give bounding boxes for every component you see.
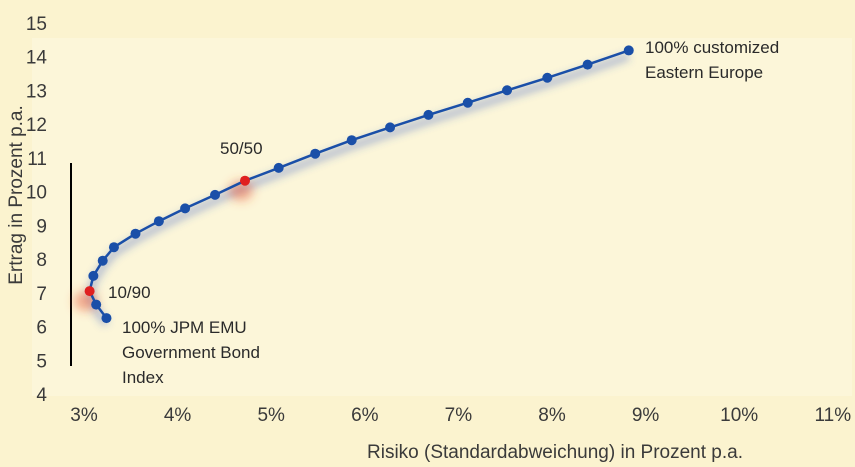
annotation-jpm-emu-line3: Index	[122, 368, 164, 387]
annotation-eastern-europe-line2: Eastern Europe	[645, 63, 763, 82]
y-tick-label: 7	[36, 284, 47, 305]
y-axis-ticks: 4 5 6 7 8 9 10 11 12 13 14 15	[26, 14, 48, 406]
data-point	[423, 109, 434, 120]
y-tick-label: 10	[26, 183, 47, 204]
y-tick-label: 4	[36, 385, 47, 406]
x-tick-label: 6%	[351, 405, 379, 426]
x-tick-label: 10%	[720, 405, 758, 426]
data-point	[153, 216, 164, 227]
x-tick-label: 8%	[538, 405, 566, 426]
x-tick-label: 7%	[445, 405, 473, 426]
label-10-90: 10/90	[108, 283, 151, 302]
x-tick-label: 11%	[814, 405, 851, 426]
annotation-jpm-emu-line2: Government Bond	[122, 343, 260, 362]
data-point	[108, 242, 119, 253]
y-tick-label: 8	[36, 250, 47, 271]
data-point	[582, 59, 593, 70]
y-tick-label: 9	[36, 216, 47, 237]
y-tick-label: 6	[36, 318, 47, 339]
data-point	[91, 299, 102, 310]
y-axis-title: Ertrag in Prozent p.a.	[6, 105, 27, 285]
series-points	[84, 45, 634, 324]
data-point	[385, 122, 396, 133]
data-point	[88, 270, 99, 281]
x-tick-label: 9%	[632, 405, 660, 426]
data-point	[101, 313, 112, 324]
data-point	[130, 228, 141, 239]
x-tick-label: 5%	[257, 405, 285, 426]
data-point	[502, 85, 513, 96]
x-axis-title: Risiko (Standardabweichung) in Prozent p…	[367, 442, 743, 463]
data-point	[623, 45, 634, 56]
y-tick-label: 15	[26, 14, 47, 35]
x-axis-ticks: 3% 4% 5% 6% 7% 8% 9% 10% 11%	[70, 405, 851, 426]
data-point	[180, 203, 191, 214]
data-point	[97, 255, 108, 266]
annotation-eastern-europe-line1: 100% customized	[645, 38, 779, 57]
y-tick-label: 5	[36, 351, 47, 372]
data-point	[542, 72, 553, 83]
highlighted-data-point	[84, 286, 95, 297]
highlighted-data-point	[239, 175, 250, 186]
y-tick-label: 13	[26, 81, 47, 102]
data-point	[346, 135, 357, 146]
annotation-jpm-emu-line1: 100% JPM EMU	[122, 318, 247, 337]
data-point	[273, 162, 284, 173]
data-point	[462, 97, 473, 108]
x-tick-label: 4%	[164, 405, 192, 426]
y-tick-label: 12	[26, 115, 47, 136]
y-tick-label: 14	[26, 48, 48, 69]
data-point	[310, 148, 321, 159]
annotation-jpm-emu: 100% JPM EMU Government Bond Index	[122, 318, 265, 387]
x-tick-label: 3%	[70, 405, 98, 426]
annotation-eastern-europe: 100% customized Eastern Europe	[645, 38, 784, 82]
data-point	[210, 189, 221, 200]
y-tick-label: 11	[27, 149, 47, 170]
label-50-50: 50/50	[220, 139, 263, 158]
